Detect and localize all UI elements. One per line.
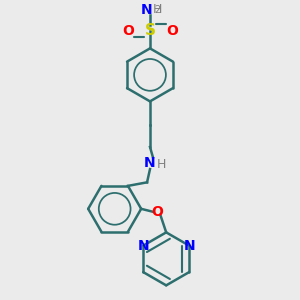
Text: H: H xyxy=(157,158,167,171)
Text: S: S xyxy=(145,23,155,38)
Text: O: O xyxy=(152,205,163,219)
Text: N: N xyxy=(144,156,156,170)
Text: O: O xyxy=(166,24,178,38)
Text: N: N xyxy=(141,2,153,16)
Text: O: O xyxy=(122,24,134,38)
Text: 2: 2 xyxy=(154,4,161,14)
Text: N: N xyxy=(183,238,195,253)
Text: N: N xyxy=(137,238,149,253)
Text: H: H xyxy=(153,3,162,16)
